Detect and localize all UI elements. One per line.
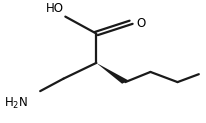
Text: O: O — [136, 17, 145, 30]
Polygon shape — [96, 63, 129, 84]
Text: H$_2$N: H$_2$N — [5, 96, 29, 111]
Text: HO: HO — [45, 2, 63, 15]
